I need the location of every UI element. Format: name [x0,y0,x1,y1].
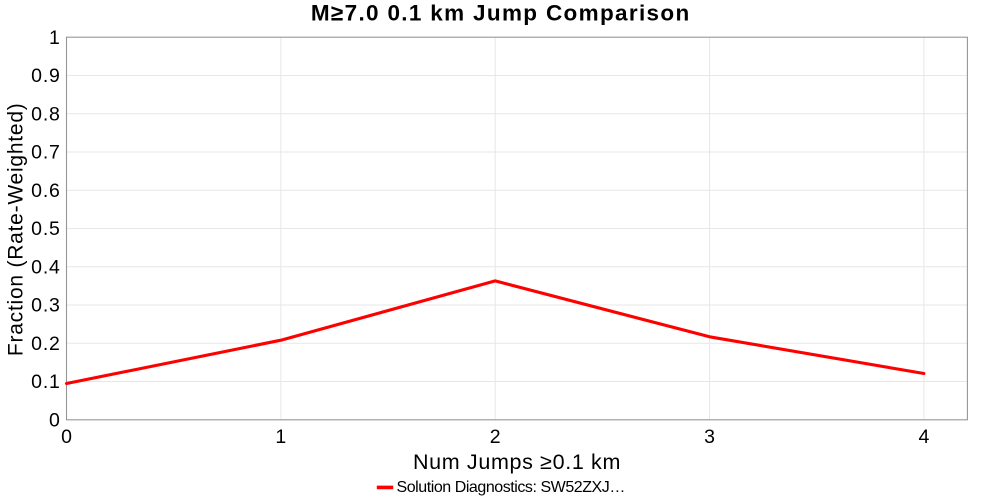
svg-text:0.1: 0.1 [31,371,61,393]
svg-text:0.2: 0.2 [31,333,61,355]
svg-text:0.5: 0.5 [31,218,61,240]
svg-text:0.7: 0.7 [31,142,61,164]
svg-text:0.4: 0.4 [31,257,61,279]
svg-text:3: 3 [704,426,715,448]
svg-text:Fraction (Rate-Weighted): Fraction (Rate-Weighted) [5,102,28,356]
svg-text:0: 0 [61,426,72,448]
svg-text:Num Jumps ≥0.1 km: Num Jumps ≥0.1 km [413,450,621,474]
svg-text:0.3: 0.3 [31,295,61,317]
svg-text:0: 0 [49,410,61,432]
svg-text:1: 1 [49,27,61,49]
svg-text:Solution Diagnostics: SW52ZXJ…: Solution Diagnostics: SW52ZXJ… [397,479,625,496]
svg-text:0.8: 0.8 [31,103,61,125]
svg-text:0.9: 0.9 [31,65,61,87]
svg-text:4: 4 [918,426,929,448]
svg-text:2: 2 [490,426,501,448]
svg-text:1: 1 [275,426,286,448]
svg-text:M≥7.0 0.1 km Jump Comparison: M≥7.0 0.1 km Jump Comparison [311,0,691,25]
svg-text:0.6: 0.6 [31,180,61,202]
